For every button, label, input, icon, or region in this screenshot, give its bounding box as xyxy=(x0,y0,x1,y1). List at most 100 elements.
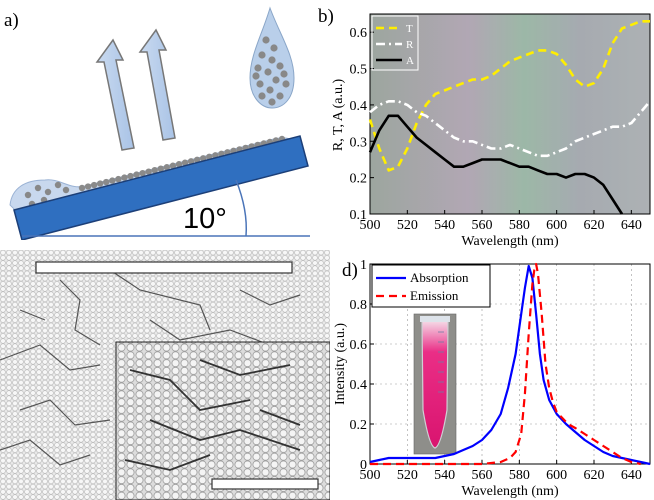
particle xyxy=(264,68,272,76)
particle xyxy=(169,162,177,169)
panel-c-micrograph xyxy=(0,250,330,500)
y-tick-label: 0.2 xyxy=(350,418,368,433)
y-tick-label: 0.8 xyxy=(350,298,368,313)
particle xyxy=(133,171,140,178)
particle xyxy=(276,92,284,100)
x-tick-label: 600 xyxy=(546,468,567,483)
x-tick-label: 640 xyxy=(621,468,642,483)
x-tick-label: 540 xyxy=(434,468,455,483)
particle xyxy=(181,159,189,166)
particle xyxy=(127,172,134,180)
particle xyxy=(54,181,62,189)
chart-b: b) 0.1 0.2 0.3 0.4 0.5 0.6 500 520 540 560 580 600… xyxy=(318,6,651,249)
legend-label-t: T xyxy=(406,23,413,35)
y-axis-label-d: Intensity (a.u.) xyxy=(333,323,348,405)
y-tick-label: 0.6 xyxy=(350,26,368,41)
particle xyxy=(62,186,70,194)
legend-box xyxy=(371,15,419,71)
x-tick-label: 580 xyxy=(509,468,530,483)
series-line-r xyxy=(369,100,651,158)
y-tick-label: 0.5 xyxy=(350,63,368,78)
panel-label-d: d) xyxy=(342,260,358,281)
inset-boundaries xyxy=(124,359,301,471)
plot-b-border xyxy=(369,13,651,215)
evaporation-arrow-left xyxy=(95,38,135,151)
y-axis-label-b: R, T, A (a.u.) xyxy=(331,79,346,152)
angle-label: 10° xyxy=(183,203,227,235)
y-tick-label: 0 xyxy=(360,458,367,473)
particle xyxy=(103,178,110,186)
particle xyxy=(96,180,104,187)
x-tick-label: 500 xyxy=(360,218,381,233)
grain-boundaries xyxy=(0,269,301,466)
particle xyxy=(258,51,266,59)
y-tick-label: 1 xyxy=(360,258,367,273)
evaporation-arrow-right xyxy=(138,28,176,141)
particle xyxy=(276,62,284,70)
x-tick-label: 500 xyxy=(360,468,381,483)
particle xyxy=(34,184,42,192)
substrate xyxy=(13,135,309,240)
particle xyxy=(193,156,201,163)
x-tick-label: 520 xyxy=(397,218,418,233)
x-tick-label: 580 xyxy=(509,218,530,233)
legend-box xyxy=(371,264,491,308)
particle xyxy=(268,98,276,106)
droplet-particles xyxy=(252,36,290,106)
particle xyxy=(280,70,288,78)
plot-d-border xyxy=(369,263,651,465)
particle xyxy=(84,183,92,190)
particle xyxy=(258,92,266,100)
particle xyxy=(266,86,274,94)
x-tick-label: 620 xyxy=(584,218,605,233)
panel-label-b: b) xyxy=(318,6,334,27)
x-tick-label: 600 xyxy=(546,218,567,233)
particle xyxy=(272,76,280,84)
particle xyxy=(139,169,146,177)
particle xyxy=(157,165,164,172)
y-tick-label: 0.4 xyxy=(350,99,368,114)
x-tick-label: 540 xyxy=(434,218,455,233)
x-tick-label: 520 xyxy=(397,468,418,483)
y-tick-label: 0.2 xyxy=(350,172,368,187)
y-tick-label: 0.6 xyxy=(350,338,368,353)
legend-d: Absorption Emission xyxy=(371,264,491,308)
series-line-t xyxy=(368,20,650,172)
particle xyxy=(90,181,98,189)
legend-b: TRA xyxy=(371,15,419,71)
x-axis-label-b: Wavelength (nm) xyxy=(461,234,559,249)
x-tick-label: 640 xyxy=(621,218,642,233)
particle xyxy=(282,80,290,88)
scale-bar-inset xyxy=(211,478,319,490)
y-tick-label: 0.1 xyxy=(350,208,368,223)
particle xyxy=(175,161,183,168)
series-line-a xyxy=(368,114,624,215)
particle xyxy=(262,36,270,44)
x-tick-label: 620 xyxy=(584,468,605,483)
panel-a-schematic: 10° xyxy=(9,6,310,240)
chart-d: d) 0 0.2 0.4 0.6 0.8 1 500 520 540 560 580 600 620 6… xyxy=(333,258,651,499)
legend-label-a: A xyxy=(406,55,414,67)
particle xyxy=(268,56,276,64)
y-tick-label: 0.4 xyxy=(350,378,368,393)
particle xyxy=(187,158,195,165)
particle xyxy=(254,64,262,72)
particle xyxy=(151,166,158,174)
particle xyxy=(145,168,152,175)
series-line-absorption xyxy=(369,264,651,466)
x-tick-label: 560 xyxy=(472,468,493,483)
panel-label-a: a) xyxy=(4,10,19,31)
particle xyxy=(78,184,86,192)
particle xyxy=(256,80,264,88)
x-axis-label-d: Wavelength (nm) xyxy=(461,484,559,499)
particle xyxy=(270,44,278,52)
particle xyxy=(109,177,116,184)
inset-image xyxy=(115,341,330,500)
plot-b-background xyxy=(370,14,650,214)
particle xyxy=(163,164,171,171)
particle xyxy=(121,174,128,181)
vial-photo xyxy=(413,313,457,455)
legend-label-absorption: Absorption xyxy=(410,270,469,285)
x-tick-label: 560 xyxy=(472,218,493,233)
plot-b-sheen xyxy=(370,14,650,214)
